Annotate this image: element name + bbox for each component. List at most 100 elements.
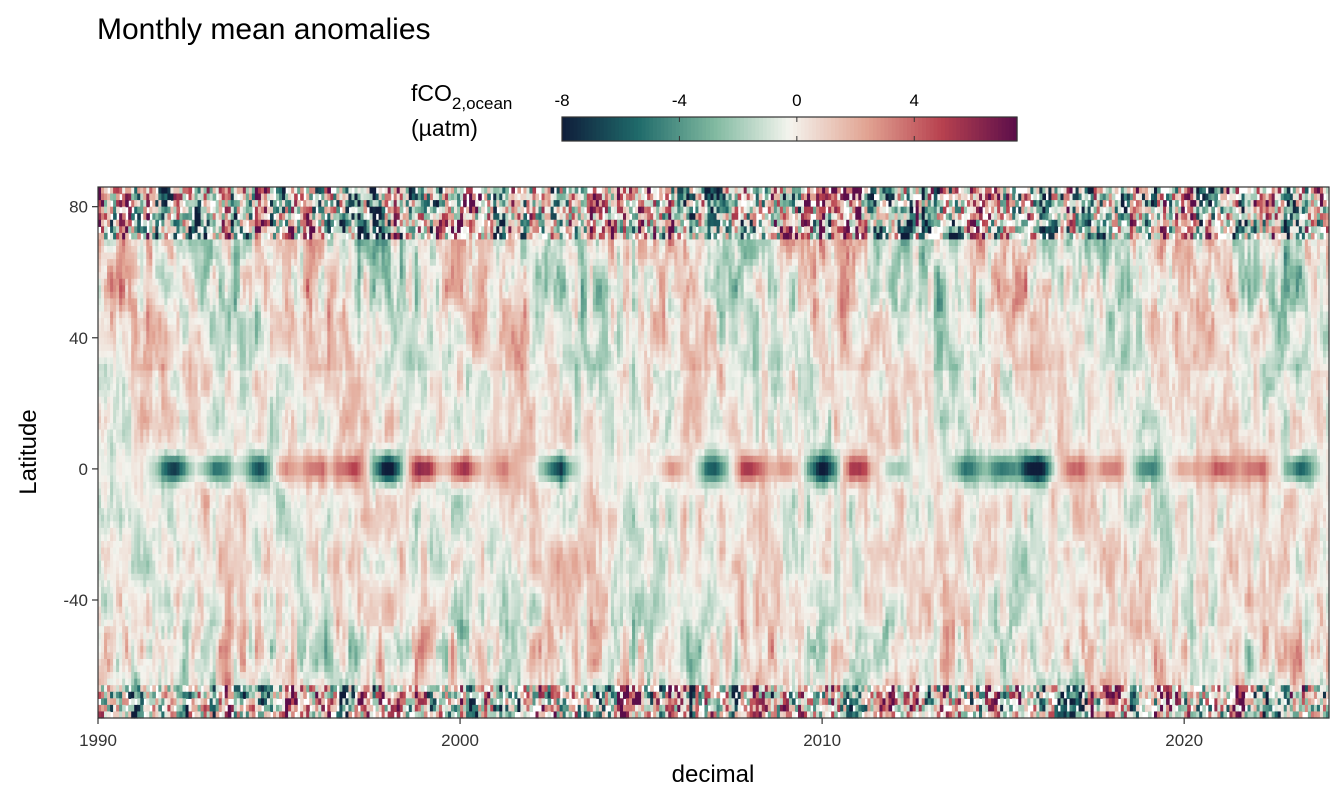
heatmap-cell <box>1024 232 1028 241</box>
heatmap-cell <box>487 193 491 201</box>
heatmap-cell <box>749 219 754 227</box>
heatmap-cell <box>1166 213 1170 221</box>
heatmap-cell <box>1015 213 1019 221</box>
heatmap-cell <box>1307 206 1312 214</box>
colorbar-segment <box>941 117 946 141</box>
heatmap-cell <box>269 193 274 201</box>
heatmap-cell <box>161 187 165 195</box>
heatmap-cell <box>810 246 814 254</box>
heatmap-cell <box>372 219 377 227</box>
heatmap-cell <box>203 219 208 227</box>
heatmap-cell <box>372 206 377 214</box>
heatmap-cell <box>263 200 268 208</box>
heatmap-cell <box>825 232 829 241</box>
heatmap-cell <box>1274 193 1279 201</box>
heatmap-cell <box>1087 239 1092 247</box>
colorbar-segment <box>827 117 832 141</box>
heatmap-cell <box>1081 239 1086 247</box>
heatmap-cell <box>396 246 401 254</box>
heatmap-cell <box>1223 206 1228 214</box>
heatmap-cell <box>499 200 503 208</box>
heatmap-cell <box>982 193 986 201</box>
heatmap-cell <box>1084 239 1089 247</box>
heatmap-cell <box>674 187 678 195</box>
heatmap-cell <box>478 246 482 254</box>
heatmap-cell <box>194 232 199 241</box>
heatmap-cell <box>1310 193 1315 201</box>
heatmap-cell <box>1072 239 1077 247</box>
heatmap-cell <box>951 246 956 254</box>
heatmap-cell <box>390 206 395 214</box>
heatmap-cell <box>1030 187 1034 195</box>
heatmap-cell <box>1015 226 1019 234</box>
heatmap-cell <box>324 200 328 208</box>
heatmap-cell <box>1271 219 1276 227</box>
heatmap-cell <box>586 239 591 247</box>
heatmap-cell <box>1012 187 1016 195</box>
heatmap-cell <box>1214 200 1218 208</box>
heatmap-cell <box>683 213 687 221</box>
heatmap-cell <box>369 219 374 227</box>
heatmap-cell <box>547 213 552 221</box>
heatmap-cell <box>1087 200 1092 208</box>
heatmap-cell <box>607 200 612 208</box>
heatmap-cell <box>152 206 156 214</box>
heatmap-cell <box>149 219 153 227</box>
heatmap-cell <box>794 200 799 208</box>
heatmap-cell <box>173 187 178 195</box>
heatmap-cell <box>1259 206 1264 214</box>
heatmap-cell <box>227 213 232 221</box>
heatmap-cell <box>1190 226 1194 234</box>
heatmap-cell <box>179 239 184 247</box>
heatmap-cell <box>1220 193 1224 201</box>
heatmap-cell <box>876 187 881 195</box>
heatmap-cell <box>547 226 552 234</box>
heatmap-cell <box>852 226 856 234</box>
heatmap-cell <box>565 226 570 234</box>
heatmap-cell <box>1208 219 1212 227</box>
heatmap-cell <box>134 206 138 214</box>
heatmap-cell <box>266 219 271 227</box>
heatmap-cell <box>481 226 485 234</box>
heatmap-cell <box>650 193 654 201</box>
heatmap-cell <box>544 193 549 201</box>
heatmap-cell <box>291 219 295 227</box>
legend-ticks: -8 -4 0 4 <box>554 91 919 141</box>
heatmap-cell <box>888 239 893 247</box>
heatmap-cell <box>345 187 350 195</box>
heatmap-cell <box>1232 239 1237 247</box>
heatmap-cell <box>496 226 500 234</box>
heatmap-cell <box>804 226 808 234</box>
heatmap-cell <box>963 239 968 247</box>
heatmap-cell <box>629 206 633 214</box>
heatmap-cell <box>209 187 214 195</box>
heatmap-cell <box>1196 239 1200 247</box>
heatmap-cell <box>1295 232 1300 241</box>
heatmap-cell <box>801 187 805 195</box>
heatmap-cell <box>1214 226 1218 234</box>
heatmap-cell <box>1211 187 1215 195</box>
heatmap-cell <box>879 219 884 227</box>
heatmap-cell <box>348 187 353 195</box>
heatmap-cell <box>1238 239 1243 247</box>
heatmap-cell <box>740 232 745 241</box>
heatmap-cell <box>873 206 878 214</box>
heatmap-cell <box>604 239 609 247</box>
heatmap-cell <box>1298 193 1303 201</box>
heatmap-cell <box>143 246 147 254</box>
heatmap-cell <box>592 239 597 247</box>
heatmap-cell <box>263 239 268 247</box>
heatmap-cell <box>846 200 850 208</box>
heatmap-cell <box>155 232 159 241</box>
heatmap-cell <box>113 187 117 195</box>
heatmap-cell <box>677 232 681 241</box>
heatmap-cell <box>589 206 594 214</box>
heatmap-cell <box>607 193 612 201</box>
heatmap-cell <box>616 219 621 227</box>
heatmap-cell <box>381 219 386 227</box>
heatmap-cell <box>659 219 663 227</box>
heatmap-cell <box>804 219 808 227</box>
heatmap-cell <box>577 226 582 234</box>
heatmap-cell <box>257 226 262 234</box>
heatmap-cell <box>948 193 953 201</box>
